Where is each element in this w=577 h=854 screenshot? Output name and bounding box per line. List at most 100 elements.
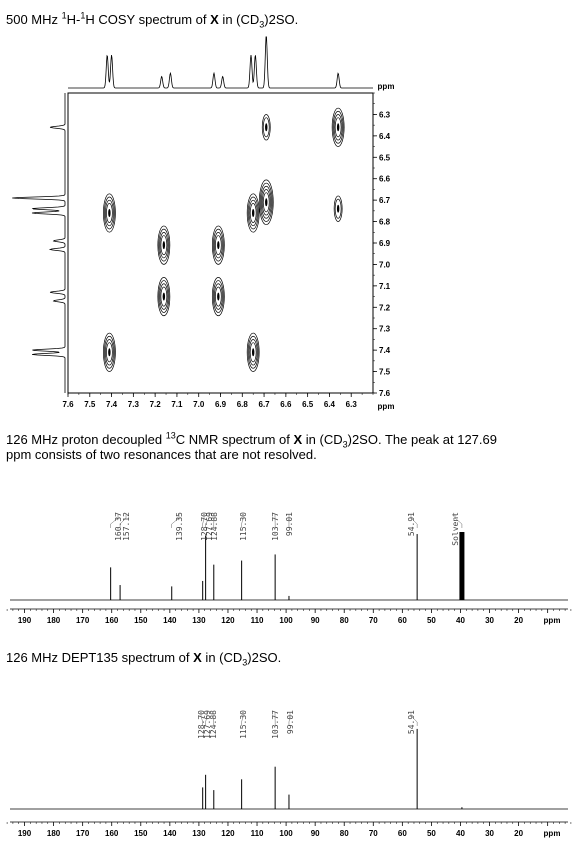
dept-peak-leader [205, 712, 208, 726]
cosy-contour-core [162, 241, 166, 250]
dept-caption: 126 MHz DEPT135 spectrum of X in (CD3)2S… [6, 650, 281, 667]
cosy-contour-core [108, 348, 111, 357]
dept-x-tick-label: 180 [47, 829, 61, 838]
c13-x-tick-label: 90 [311, 616, 320, 625]
cosy-caption-mid1: H- [66, 12, 81, 27]
cosy-y-tick-label: 7.1 [379, 282, 391, 291]
c13-caption-compound: X [293, 432, 303, 447]
c13-caption-sub: 3 [342, 439, 348, 450]
c13-x-tick-label: 190 [18, 616, 32, 625]
cosy-contour [160, 235, 168, 256]
dept-x-tick-label: 160 [105, 829, 119, 838]
cosy-contour [246, 332, 260, 372]
cosy-contour [247, 335, 259, 369]
c13-peak-label: 54.91 [407, 512, 416, 536]
cosy-contour [158, 228, 170, 262]
cosy-contour [104, 196, 115, 230]
cosy-top-projection [68, 36, 373, 89]
cosy-x-tick-label: 7.2 [150, 400, 162, 409]
cosy-x-tick-label: 6.9 [215, 400, 227, 409]
c13-peak-leader [241, 514, 244, 528]
dept-x-axis-label: ppm [544, 829, 561, 838]
cosy-contour [261, 114, 271, 141]
cosy-cross-peak [211, 277, 225, 317]
cosy-x-tick-label: 7.3 [128, 400, 140, 409]
cosy-y-tick-label: 6.4 [379, 132, 391, 141]
cosy-y-tick-label: 6.3 [379, 110, 391, 119]
c13-x-tick-label: 180 [47, 616, 61, 625]
cosy-contour [157, 277, 171, 317]
dept-peak-label: 127.69 [203, 710, 212, 739]
cosy-frame [67, 92, 374, 394]
cosy-y-tick-label: 7.5 [379, 368, 391, 377]
dept-peak-label: 115.30 [239, 710, 248, 739]
dept-x-tick-label: 50 [427, 829, 436, 838]
c13-caption-post2: )2SO. The peak at 127.69 [347, 432, 497, 447]
c13-peak-label: 160.37 [114, 512, 123, 541]
c13-peak-label: 139.35 [175, 512, 184, 541]
c13-peak-label: 115.30 [239, 512, 248, 541]
cosy-contour-core [336, 204, 340, 213]
dept-x-tick-label: 140 [163, 829, 177, 838]
cosy-contour-core [108, 209, 111, 217]
cosy-contour [157, 225, 171, 265]
cosy-x-tick-label: 6.6 [280, 400, 292, 409]
cosy-contour [249, 203, 257, 223]
cosy-caption-pre: 500 MHz [6, 12, 62, 27]
cosy-y-tick-label: 6.5 [379, 153, 391, 162]
c13-peak-label: 128.70 [200, 512, 209, 541]
c13-x-tick-label: 70 [369, 616, 378, 625]
cosy-contour [214, 235, 222, 256]
cosy-contour [249, 342, 257, 363]
cosy-cross-peak [246, 332, 260, 372]
cosy-contour-core [217, 292, 220, 301]
dept-x-tick-label: 90 [311, 829, 320, 838]
dept-x-tick-label: 20 [514, 829, 523, 838]
dept-x-tick-label: 150 [134, 829, 148, 838]
dept-x-tick-label: 60 [398, 829, 407, 838]
cosy-cross-peak [103, 193, 116, 233]
c13-x-tick-label: 150 [134, 616, 148, 625]
dept-peak-leader [200, 712, 203, 726]
c13-peak-leader [171, 514, 180, 528]
cosy-contour [214, 286, 222, 307]
cosy-x-tick-label: 6.4 [324, 400, 336, 409]
cosy-y-tick-label: 6.8 [379, 218, 391, 227]
c13-x-tick-label: 170 [76, 616, 90, 625]
cosy-caption-post1: in (CD [218, 12, 260, 27]
dept-x-tick-label: 170 [76, 829, 90, 838]
cosy-x-tick-label: 7.5 [84, 400, 96, 409]
c13-x-tick-label: 130 [192, 616, 206, 625]
c13-x-tick-label: 80 [340, 616, 349, 625]
c13-peak [459, 532, 465, 600]
cosy-cross-peak [258, 179, 274, 226]
cosy-cross-peak [157, 277, 171, 317]
c13-caption-pre: 126 MHz proton decoupled [6, 432, 166, 447]
cosy-caption-post2: )2SO. [264, 12, 299, 27]
cosy-cross-peak [103, 332, 116, 372]
cosy-contour [258, 179, 274, 226]
dept-peak-label: 103.77 [271, 710, 280, 739]
c13-x-tick-label: 110 [251, 616, 264, 625]
cosy-y-axis-label: ppm [378, 82, 395, 91]
cosy-y-tick-label: 6.9 [379, 239, 391, 248]
cosy-cross-peak [331, 107, 345, 147]
cosy-x-tick-label: 7.4 [106, 400, 118, 409]
dept-caption-pre: 126 MHz DEPT135 spectrum of [6, 650, 194, 665]
cosy-contour [248, 199, 258, 227]
c13-peak-label: 124.88 [210, 512, 219, 541]
cosy-contour [262, 192, 270, 213]
cosy-contour [211, 277, 225, 317]
cosy-contour [103, 193, 116, 233]
cosy-contour [333, 114, 343, 141]
c13-peak-leader [454, 514, 463, 528]
c13-peak-label: 157.12 [122, 512, 131, 541]
cosy-caption-compound: X [210, 12, 219, 27]
cosy-contour [211, 225, 225, 265]
dept-x-tick-label: 130 [192, 829, 206, 838]
cosy-contour [332, 110, 344, 144]
dept-x-tick-label: 100 [279, 829, 293, 838]
dept-caption-post1: in (CD [201, 650, 243, 665]
cosy-contour [105, 339, 114, 366]
